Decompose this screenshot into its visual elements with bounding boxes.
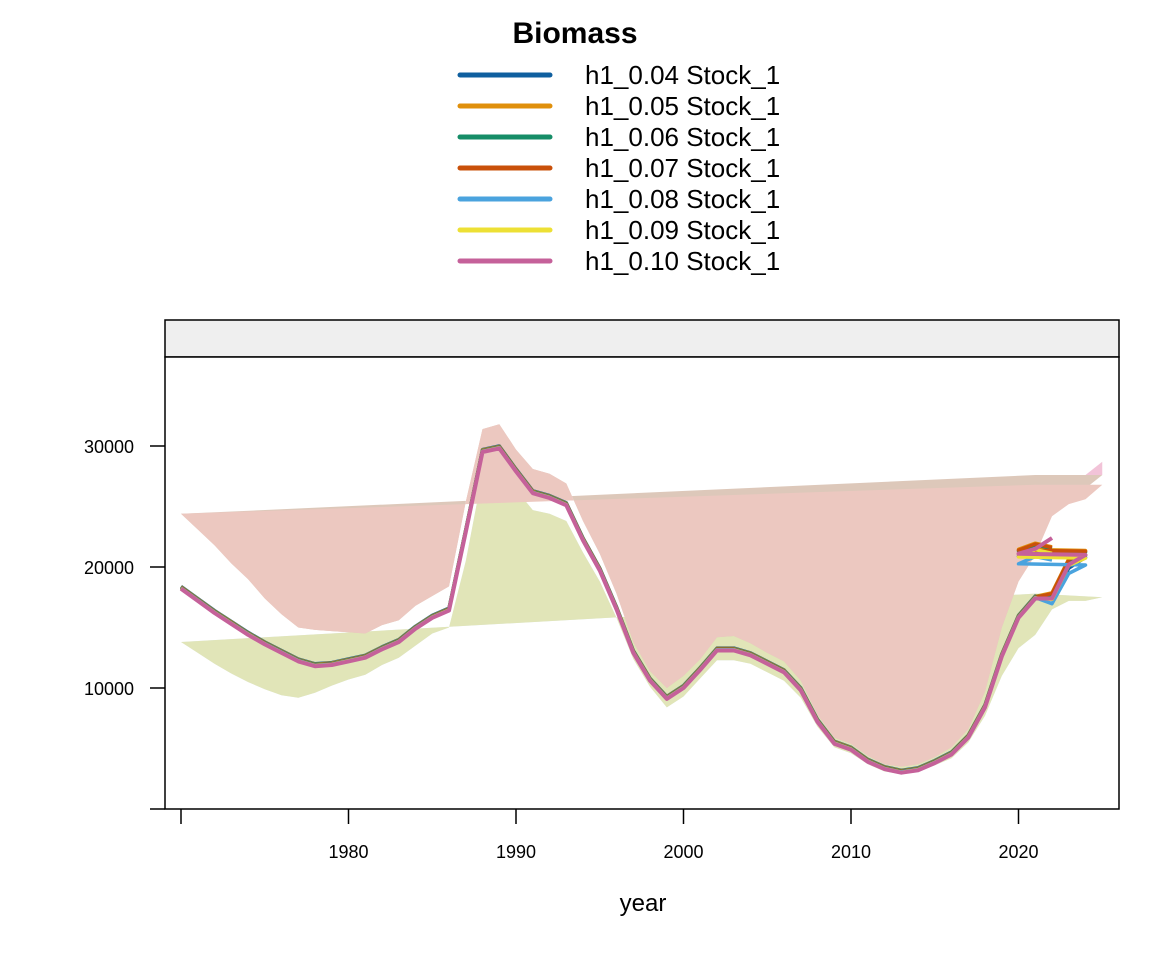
x-tick-label: 1990 bbox=[496, 842, 536, 862]
ci-band bbox=[181, 424, 1103, 767]
legend: h1_0.04 Stock_1h1_0.05 Stock_1h1_0.06 St… bbox=[457, 60, 780, 276]
legend-label: h1_0.10 Stock_1 bbox=[585, 246, 780, 276]
legend-item: h1_0.07 Stock_1 bbox=[457, 153, 780, 183]
y-axis: 10000 20000 30000 bbox=[84, 437, 165, 810]
legend-item: h1_0.08 Stock_1 bbox=[457, 184, 780, 214]
legend-item: h1_0.06 Stock_1 bbox=[457, 122, 780, 152]
x-tick-label: 1980 bbox=[328, 842, 368, 862]
legend-label: h1_0.05 Stock_1 bbox=[585, 91, 780, 121]
legend-label: h1_0.09 Stock_1 bbox=[585, 215, 780, 245]
legend-label: h1_0.08 Stock_1 bbox=[585, 184, 780, 214]
y-tick-label: 20000 bbox=[84, 558, 134, 578]
legend-item: h1_0.05 Stock_1 bbox=[457, 91, 780, 121]
x-tick-label: 2010 bbox=[831, 842, 871, 862]
x-axis-label: year bbox=[620, 890, 667, 917]
y-tick-label: 10000 bbox=[84, 679, 134, 699]
legend-label: h1_0.07 Stock_1 bbox=[585, 153, 780, 183]
legend-item: h1_0.04 Stock_1 bbox=[457, 60, 780, 90]
y-tick-label: 30000 bbox=[84, 437, 134, 457]
panel-strip bbox=[164, 319, 1120, 358]
plot-layer bbox=[179, 424, 1103, 775]
legend-label: h1_0.04 Stock_1 bbox=[585, 60, 780, 90]
legend-label: h1_0.06 Stock_1 bbox=[585, 122, 780, 152]
series-line-h1-0-10-stock-1 bbox=[179, 446, 1088, 775]
legend-item: h1_0.09 Stock_1 bbox=[457, 215, 780, 245]
x-tick-label: 2000 bbox=[663, 842, 703, 862]
ci-band-tip bbox=[1085, 461, 1103, 476]
x-axis: 1980 1990 2000 2010 2020 bbox=[180, 809, 1039, 862]
chart-title: Biomass bbox=[512, 17, 637, 50]
x-tick-label: 2020 bbox=[998, 842, 1038, 862]
legend-item: h1_0.10 Stock_1 bbox=[457, 246, 780, 276]
